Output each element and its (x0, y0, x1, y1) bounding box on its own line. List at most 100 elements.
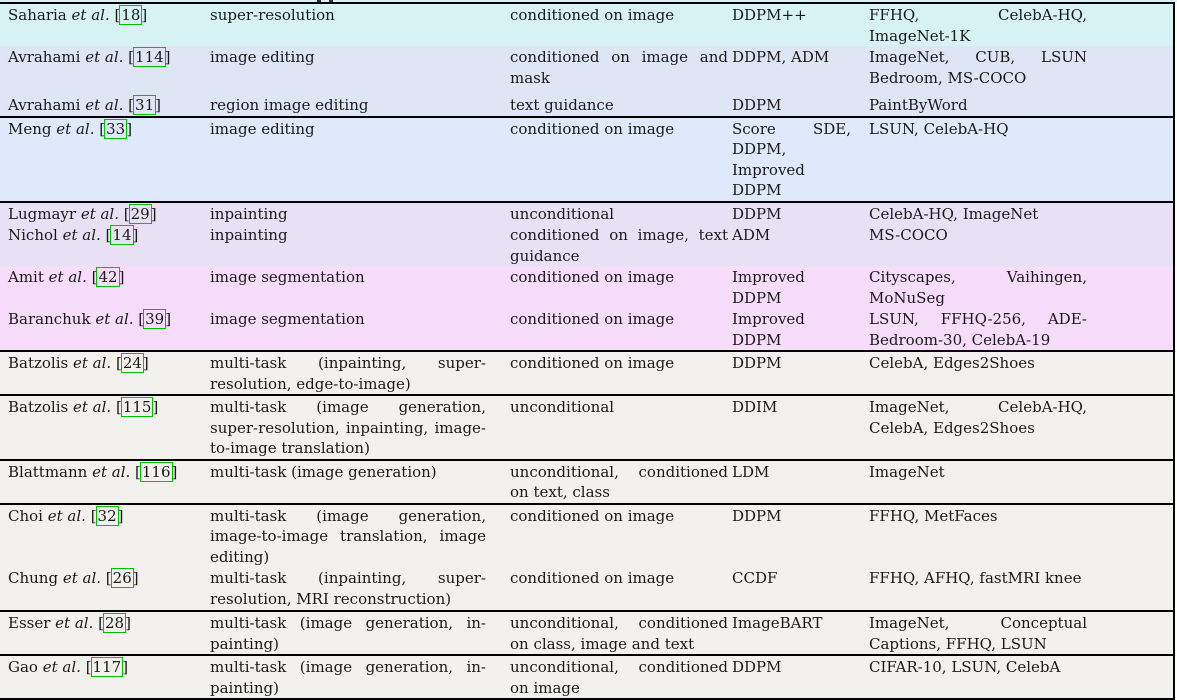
citation-link[interactable]: 115 (120, 397, 154, 417)
datasets-cell: FFHQ, CelebA-HQ, ImageNet-1K (869, 2, 1174, 46)
citation-link[interactable]: 114 (133, 47, 166, 67)
table-row: Esser et al. [28] multi-task (image gener… (0, 610, 1174, 655)
condition-cell: conditioned on image (510, 310, 675, 328)
datasets-cell: PaintByWord (869, 96, 968, 114)
task-cell: multi-task (inpainting, super-resolution… (210, 350, 510, 395)
task-cell: multi-task (image generation, image-to-i… (210, 502, 510, 567)
citation-link[interactable]: 31 (133, 95, 157, 115)
condition-cell: unconditional, conditioned on class, ima… (510, 610, 732, 655)
author-cell: Blattmann et al. [116] (0, 458, 210, 504)
condition-cell: conditioned on image (510, 569, 675, 587)
task-cell: multi-task (image generation, super-reso… (210, 394, 510, 460)
task-cell: multi-task (image generation) (210, 458, 510, 504)
model-cell: DDPM (732, 200, 869, 224)
citation-link[interactable]: 39 (143, 309, 167, 329)
author-name: Meng et al. [ (8, 119, 106, 138)
datasets-cell: ImageNet, Conceptual Captions, FFHQ, LSU… (869, 610, 1174, 655)
condition-cell: unconditional, conditioned on text, clas… (510, 458, 732, 504)
condition-cell: unconditional, conditioned on image (510, 654, 732, 699)
table-row: Chung et al. [26] multi-task (inpainting,… (0, 567, 1174, 611)
model-cell: DDPM (732, 654, 869, 699)
model-cell: Improved DDPM (732, 310, 805, 349)
table-row: Batzolis et al. [24] multi-task (inpainti… (0, 350, 1174, 395)
author-name: Avrahami et al. [ (8, 96, 135, 114)
condition-cell: conditioned on image (510, 268, 675, 286)
model-cell: DDPM, ADM (732, 48, 830, 66)
author-cell: Batzolis et al. [24] (0, 350, 210, 395)
citation-link[interactable]: 24 (120, 353, 144, 373)
citation-link[interactable]: 28 (102, 613, 127, 633)
task-cell: image segmentation (210, 268, 365, 286)
author-name: Batzolis et al. [ (8, 354, 122, 372)
citation-link[interactable]: 116 (139, 461, 173, 482)
author-cell: Baranchuk et al. [39] (8, 309, 172, 329)
author-name: Amit et al. [ (8, 268, 98, 286)
table-row: Avrahami et al. [31] region image editing… (0, 94, 1174, 117)
table-row: Saharia et al. [18] super-resolution condi… (0, 2, 1174, 46)
model-cell: DDPM (732, 502, 869, 567)
author-name: Chung et al. [ (8, 569, 112, 587)
task-cell: multi-task (image generation, in-paintin… (210, 610, 510, 655)
model-cell: DDPM (732, 96, 782, 114)
datasets-cell: FFHQ, AFHQ, fastMRI knee (869, 569, 1082, 587)
author-name: Batzolis et al. [ (8, 398, 122, 416)
task-cell: image segmentation (210, 310, 365, 328)
model-cell: DDPM++ (732, 2, 869, 46)
condition-cell: conditioned on image (510, 350, 732, 395)
condition-cell: unconditional (510, 200, 732, 224)
task-cell: multi-task (image generation, in-paintin… (210, 654, 510, 699)
author-name: Blattmann et al. [ (8, 462, 141, 481)
task-cell: inpainting (210, 226, 288, 244)
task-cell: multi-task (inpainting, super-resolution… (210, 569, 486, 608)
author-cell: Avrahami et al. [114] (8, 47, 171, 67)
citation-link[interactable]: 33 (104, 118, 128, 139)
datasets-cell: ImageNet, CUB, LSUN Bedroom, MS-COCO (869, 48, 1087, 87)
author-name: Baranchuk et al. [ (8, 310, 145, 328)
author-cell: Nichol et al. [14] (8, 225, 139, 245)
table-row: Choi et al. [32] multi-task (image genera… (0, 502, 1174, 567)
datasets-cell: CelebA, Edges2Shoes (869, 350, 1174, 395)
datasets-cell: MS-COCO (869, 226, 948, 244)
citation-link[interactable]: 42 (96, 267, 120, 287)
author-cell: Esser et al. [28] (0, 610, 210, 655)
author-name: Choi et al. [ (8, 506, 97, 525)
author-name: Gao et al. [ (8, 658, 92, 676)
datasets-cell: LSUN, CelebA-HQ (869, 115, 1174, 202)
table-row: Gao et al. [117] multi-task (image genera… (0, 654, 1174, 699)
author-cell: Batzolis et al. [115] (0, 394, 210, 460)
task-cell: region image editing (210, 96, 369, 114)
citation-link[interactable]: 26 (110, 568, 134, 588)
condition-cell: text guidance (510, 96, 614, 114)
author-name: Saharia et al. [ (8, 6, 121, 24)
author-cell: Chung et al. [26] (8, 568, 139, 588)
author-cell: Gao et al. [117] (0, 654, 210, 699)
condition-cell: unconditional (510, 394, 732, 460)
citation-link[interactable]: 29 (128, 203, 152, 224)
table-row: Meng et al. [33] image editing conditioned… (0, 115, 1174, 202)
model-cell: Improved DDPM (732, 268, 805, 307)
condition-cell: conditioned on image (510, 2, 732, 46)
model-cell: Score SDE, DDPM, Improved DDPM (732, 115, 869, 202)
condition-cell: conditioned on image, text guidance (510, 226, 728, 265)
table-row: Baranchuk et al. [39] image segmentation c… (0, 308, 1174, 351)
author-cell: Lugmayr et al. [29] (0, 200, 210, 224)
author-cell: Avrahami et al. [31] (8, 95, 161, 115)
datasets-cell: ImageNet (869, 458, 1174, 504)
author-name: Avrahami et al. [ (8, 48, 135, 66)
model-cell: ADM (732, 226, 771, 244)
citation-link[interactable]: 14 (110, 225, 134, 245)
citation-link[interactable]: 117 (90, 657, 124, 677)
task-cell: image editing (210, 48, 315, 66)
author-cell: Saharia et al. [18] (0, 2, 210, 46)
table-row: Blattmann et al. [116] multi-task (image … (0, 458, 1174, 504)
table-row: Nichol et al. [14] inpainting conditioned … (0, 224, 1174, 266)
condition-cell: conditioned on image (510, 502, 732, 567)
author-cell: Amit et al. [42] (8, 267, 125, 287)
author-name: Nichol et al. [ (8, 226, 112, 244)
citation-link[interactable]: 32 (95, 505, 119, 526)
citation-link[interactable]: 18 (119, 5, 143, 25)
datasets-cell: Cityscapes, Vaihingen, MoNuSeg (869, 268, 1087, 307)
clipped-text-fragment (317, 0, 321, 2)
